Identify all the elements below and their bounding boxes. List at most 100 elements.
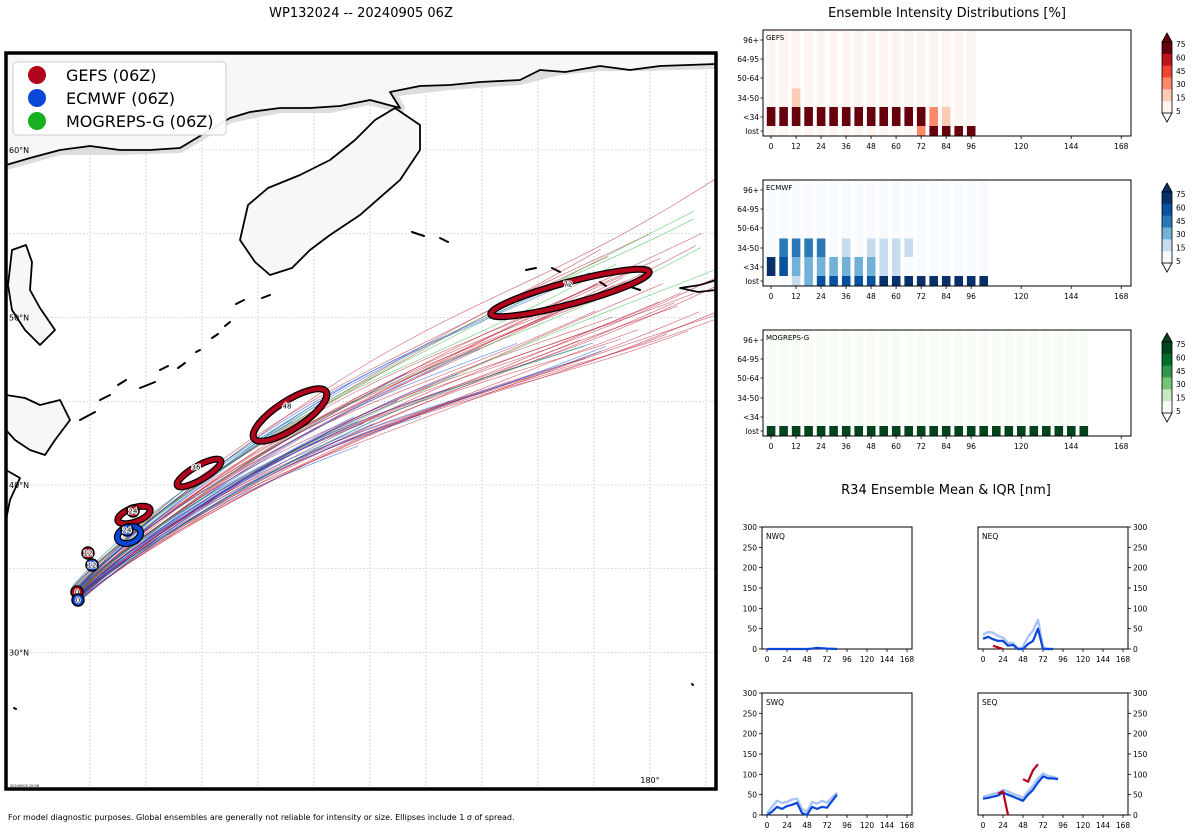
heatmap-cell <box>954 407 963 426</box>
heatmap-cell <box>979 257 988 276</box>
colorbar-segment <box>1162 101 1172 114</box>
heatmap-cell <box>904 369 913 389</box>
r34-panel-label: NWQ <box>766 532 785 541</box>
heatmap-cell <box>816 407 826 426</box>
heatmap-x-tick: 0 <box>769 292 774 301</box>
heatmap-cell <box>1004 407 1014 426</box>
heatmap-y-tick: <34 <box>743 413 759 422</box>
heatmap-cell <box>954 180 963 200</box>
heatmap-cell <box>1054 426 1064 436</box>
heatmap-cell <box>966 30 976 50</box>
gefs-ellipse <box>174 456 224 490</box>
heatmap-cell <box>916 330 926 350</box>
heatmap-cell <box>916 199 926 219</box>
heatmap-cell <box>791 88 801 107</box>
heatmap-cell <box>779 257 788 276</box>
heatmap-cell <box>1017 426 1026 436</box>
heatmap-cell <box>904 407 913 426</box>
heatmap-cell <box>766 426 776 436</box>
legend-ecmwf-marker <box>28 89 46 107</box>
heatmap-cell <box>916 219 926 239</box>
track-hour-label: 12 <box>88 562 97 570</box>
heatmap-cell <box>1042 349 1051 369</box>
heatmap-y-tick: lost <box>745 127 759 136</box>
colorbar-extend-top <box>1161 182 1173 193</box>
r34-panel-label: SWQ <box>766 698 784 707</box>
heatmap-cell <box>966 126 976 136</box>
track-hour-label: 48 <box>283 403 292 411</box>
heatmap-cell <box>929 126 938 136</box>
track-point <box>71 593 85 607</box>
heatmap-cell <box>866 426 876 436</box>
heatmap-cell <box>866 199 876 219</box>
r34-x-tick: 96 <box>842 655 852 664</box>
r34-x-tick: 72 <box>822 655 832 664</box>
colorbar-segment <box>1162 251 1172 264</box>
heatmap-cell <box>766 180 776 200</box>
heatmap-cell <box>904 276 913 286</box>
r34-y-tick: 300 <box>743 523 758 532</box>
heatmap-x-tick: 24 <box>816 442 826 451</box>
colorbar-segment <box>1162 377 1172 390</box>
heatmap-cell <box>879 107 888 126</box>
heatmap-cell <box>954 388 963 407</box>
heatmap-cell <box>891 49 901 69</box>
heatmap-cell <box>929 107 938 126</box>
heatmap-cell <box>804 107 813 126</box>
heatmap-cell <box>829 276 838 286</box>
r34-x-tick: 0 <box>981 821 986 830</box>
heatmap-x-tick: 36 <box>841 292 851 301</box>
heatmap-cell <box>866 388 876 407</box>
ensemble-member-track <box>76 345 585 600</box>
ensemble-member-track <box>74 283 598 596</box>
colorbar-frame <box>1161 341 1173 414</box>
heatmap-cell <box>916 30 926 50</box>
heatmap-cell <box>879 180 888 200</box>
ensemble-member-track <box>72 218 694 587</box>
heatmap-y-tick: 64-95 <box>737 55 759 64</box>
colorbar-segment <box>1162 389 1172 402</box>
heatmap-cell <box>841 107 851 126</box>
heatmap-cell <box>879 388 888 407</box>
heatmap-cell <box>941 349 951 369</box>
colorbar-segment <box>1162 239 1172 252</box>
heatmap-cell <box>929 49 938 69</box>
heatmap-cell <box>791 330 801 350</box>
heatmap-cell <box>904 219 913 239</box>
heatmap-cell <box>1067 426 1076 436</box>
heatmap-cell <box>966 369 976 389</box>
map-title: WP132024 -- 20240905 06Z <box>269 6 453 21</box>
gefs-ellipse <box>488 267 652 319</box>
heatmap-cell <box>904 49 913 69</box>
heatmap-cell <box>1054 349 1064 369</box>
heatmap-cell <box>904 199 913 219</box>
heatmap-cell <box>1067 369 1076 389</box>
heatmap-y-tick: 34-50 <box>737 244 759 253</box>
heatmap-cell <box>866 88 876 107</box>
heatmap-cell <box>879 426 888 436</box>
heatmap-x-tick: 120 <box>1014 292 1029 301</box>
heatmap-cell <box>954 126 963 136</box>
track-point <box>85 558 99 572</box>
ensemble-member-track <box>74 400 398 595</box>
r34-x-tick: 144 <box>880 655 895 664</box>
colorbar-tick: 5 <box>1176 257 1181 266</box>
heatmap-cell <box>891 126 901 136</box>
heatmap-cell <box>829 199 838 219</box>
heatmap-cell <box>1017 369 1026 389</box>
heatmap-cell <box>854 388 863 407</box>
r34-y-tick: 250 <box>1133 709 1148 718</box>
heatmap-cell <box>779 276 788 286</box>
map-border <box>4 51 718 791</box>
heatmap-cell <box>941 126 951 136</box>
heatmap-cell <box>791 219 801 239</box>
colorbar-segment <box>1162 401 1172 414</box>
r34-x-tick: 120 <box>1076 655 1091 664</box>
heatmap-cell <box>791 199 801 219</box>
heatmap-cell <box>929 426 938 436</box>
heatmap-cell <box>854 407 863 426</box>
lon-label-180: 180° <box>640 776 659 785</box>
colorbar-segment <box>1162 89 1172 102</box>
heatmap-y-tick: <34 <box>743 263 759 272</box>
heatmap-cell <box>829 107 838 126</box>
